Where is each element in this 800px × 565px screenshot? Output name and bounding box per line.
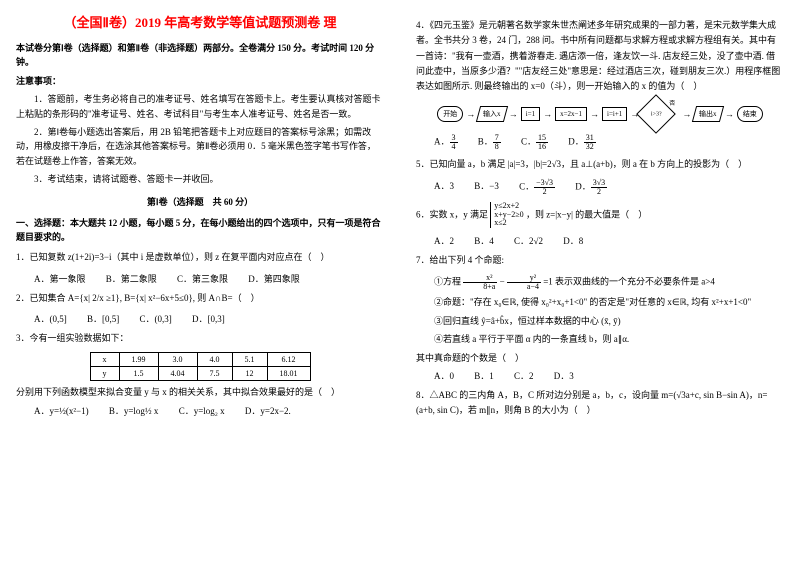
- q4-opt-b: B．78: [478, 134, 501, 151]
- q7-opt-a: A．0: [434, 369, 454, 382]
- cell: 18.01: [267, 367, 310, 381]
- cell: 12: [232, 367, 267, 381]
- question-5: 5．已知向量 a，b 满足 |a|=3，|b|=2√3，且 a⊥(a+b)，则 …: [416, 157, 784, 172]
- cell: 3.0: [158, 353, 197, 367]
- cell: 6.12: [267, 353, 310, 367]
- q1-opt-a: A．第一象限: [34, 272, 86, 285]
- q7-prop2: ②命题："存在 x₀∈ℝ, 使得 x₀²+x₀+1<0" 的否定是"对任意的 x…: [416, 295, 784, 309]
- q4-opt-d: D．3132: [568, 134, 596, 151]
- question-6: 6．实数 x，y 满足 y≤2x+2 x+y−2≥0 x≤2 ，则 z=|x−y…: [416, 202, 784, 228]
- q6-opt-c: C．2√2: [514, 234, 543, 247]
- flowchart: 开始 → 输入x → i=1 → x=2x−1 → i=i+1 → i>3? 否…: [416, 100, 784, 128]
- q5-opt-b: B．−3: [474, 179, 499, 192]
- sys-eq-2: x+y−2≥0: [494, 210, 523, 219]
- q6-opt-b: B．4: [474, 234, 494, 247]
- cell: 5.1: [232, 353, 267, 367]
- q3-opt-c: C．y=log₂ x: [179, 404, 225, 417]
- intro-main: 本试卷分第Ⅰ卷（选择题）和第Ⅱ卷（非选择题）两部分。全卷满分 150 分。考试时…: [16, 41, 384, 70]
- part1-instruction: 一、选择题：本大题共 12 小题，每小题 5 分，在每小题给出的四个选项中，只有…: [16, 216, 384, 245]
- cell: 4.04: [158, 367, 197, 381]
- question-3: 3．今有一组实验数据如下：: [16, 331, 384, 346]
- table-row: y 1.5 4.04 7.5 12 18.01: [90, 367, 310, 381]
- q1-opt-b: B．第二象限: [106, 272, 157, 285]
- sys-eq-1: y≤2x+2: [494, 201, 519, 210]
- exam-title: （全国Ⅱ卷）2019 年高考数学等值试题预测卷 理: [16, 12, 384, 31]
- question-2: 2．已知集合 A={x| 2/x ≥1}, B={x| x²−6x+5≤0}, …: [16, 291, 384, 306]
- q7-prop4: ④若直线 a 平行于平面 α 内的一条直线 b，则 a∥α.: [416, 332, 784, 346]
- notice-3: 3．考试结束，请将试题卷、答题卡一并收回。: [16, 172, 384, 186]
- arrow-icon: →: [590, 109, 599, 119]
- sys-eq-3: x≤2: [494, 218, 506, 227]
- arrow-icon: →: [509, 109, 518, 119]
- q3-options: A．y=½(x²−1) B．y=log½ x C．y=log₂ x D．y=2x…: [34, 404, 384, 417]
- q7-options: A．0 B．1 C．2 D．3: [434, 369, 784, 382]
- q7-prop1: ①方程 x²8+a − y²a−4 =1 表示双曲线的一个充分不必要条件是 a>…: [416, 274, 784, 291]
- q3-opt-b: B．y=log½ x: [109, 404, 159, 417]
- q3-after: 分别用下列函数模型来拟合变量 y 与 x 的相关关系，其中拟合效果最好的是（ ）: [16, 385, 384, 399]
- fc-step2: x=2x−1: [555, 107, 587, 121]
- question-4: 4．《四元玉鉴》是元朝著名数学家朱世杰阐述多年研究成果的一部力著，是宋元数学集大…: [416, 18, 784, 94]
- notice-1: 1．答题前，考生务必将自己的准考证号、姓名填写在答题卡上。考生要认真核对答题卡上…: [16, 92, 384, 121]
- q5-opt-d: D．3√32: [575, 179, 607, 196]
- q5-opt-c: C．−3√32: [519, 179, 555, 196]
- fc-input: 输入x: [476, 106, 508, 122]
- q7-prop3: ③回归直线 ŷ=â+b̂x，恒过样本数据的中心 (x̄, ȳ): [416, 314, 784, 328]
- q2-opt-d: D．[0,3]: [192, 312, 225, 325]
- q4-options: A．34 B．78 C．1516 D．3132: [434, 134, 784, 151]
- cell: 4.0: [197, 353, 232, 367]
- fc-no-label: 否: [669, 98, 675, 107]
- q2-options: A．(0,5] B．[0,5] C．(0,3] D．[0,3]: [34, 312, 384, 325]
- fc-step1: i=1: [521, 107, 540, 121]
- q5-opt-a: A．3: [434, 179, 454, 192]
- arrow-icon: →: [543, 109, 552, 119]
- part1-header: 第Ⅰ卷（选择题 共 60 分）: [16, 195, 384, 208]
- q1-opt-c: C．第三象限: [177, 272, 228, 285]
- q7-opt-b: B．1: [474, 369, 494, 382]
- q4-opt-c: C．1516: [521, 134, 548, 151]
- q6-opt-d: D．8: [563, 234, 583, 247]
- cell: y: [90, 367, 119, 381]
- fc-end: 结束: [737, 106, 763, 122]
- q3-opt-a: A．y=½(x²−1): [34, 404, 89, 417]
- fc-start: 开始: [437, 106, 463, 122]
- q7-opt-d: D．3: [554, 369, 574, 382]
- table-row: x 1.99 3.0 4.0 5.1 6.12: [90, 353, 310, 367]
- cell: x: [90, 353, 119, 367]
- fc-step3: i=i+1: [602, 107, 627, 121]
- q7-count: 其中真命题的个数是（ ）: [416, 351, 784, 365]
- q5-options: A．3 B．−3 C．−3√32 D．3√32: [434, 179, 784, 196]
- q4-opt-a: A．34: [434, 134, 458, 151]
- q2-opt-a: A．(0,5]: [34, 312, 67, 325]
- arrow-icon: →: [466, 109, 475, 119]
- q6-options: A．2 B．4 C．2√2 D．8: [434, 234, 784, 247]
- fc-output: 输出x: [692, 106, 724, 122]
- q3-data-table: x 1.99 3.0 4.0 5.1 6.12 y 1.5 4.04 7.5 1…: [90, 352, 311, 381]
- arrow-icon: →: [682, 109, 691, 119]
- notice-2: 2．第Ⅰ卷每小题选出答案后，用 2B 铅笔把答题卡上对应题目的答案标号涂黑；如需…: [16, 125, 384, 168]
- cell: 1.5: [119, 367, 158, 381]
- notice-header: 注意事项：: [16, 74, 384, 88]
- q2-opt-b: B．[0,5]: [87, 312, 119, 325]
- q7-opt-c: C．2: [514, 369, 534, 382]
- question-7: 7．给出下列 4 个命题:: [416, 253, 784, 268]
- question-8: 8．△ABC 的三内角 A，B，C 所对边分别是 a，b，c，设向量 m=(√3…: [416, 388, 784, 419]
- q6-opt-a: A．2: [434, 234, 454, 247]
- arrow-icon: →: [725, 109, 734, 119]
- q3-opt-d: D．y=2x−2.: [245, 404, 291, 417]
- cell: 7.5: [197, 367, 232, 381]
- cell: 1.99: [119, 353, 158, 367]
- question-1: 1．已知复数 z(1+2i)=3−i（其中 i 是虚数单位），则 z 在复平面内…: [16, 250, 384, 265]
- q1-opt-d: D．第四象限: [248, 272, 300, 285]
- q1-options: A．第一象限 B．第二象限 C．第三象限 D．第四象限: [34, 272, 384, 285]
- q2-opt-c: C．(0,3]: [140, 312, 172, 325]
